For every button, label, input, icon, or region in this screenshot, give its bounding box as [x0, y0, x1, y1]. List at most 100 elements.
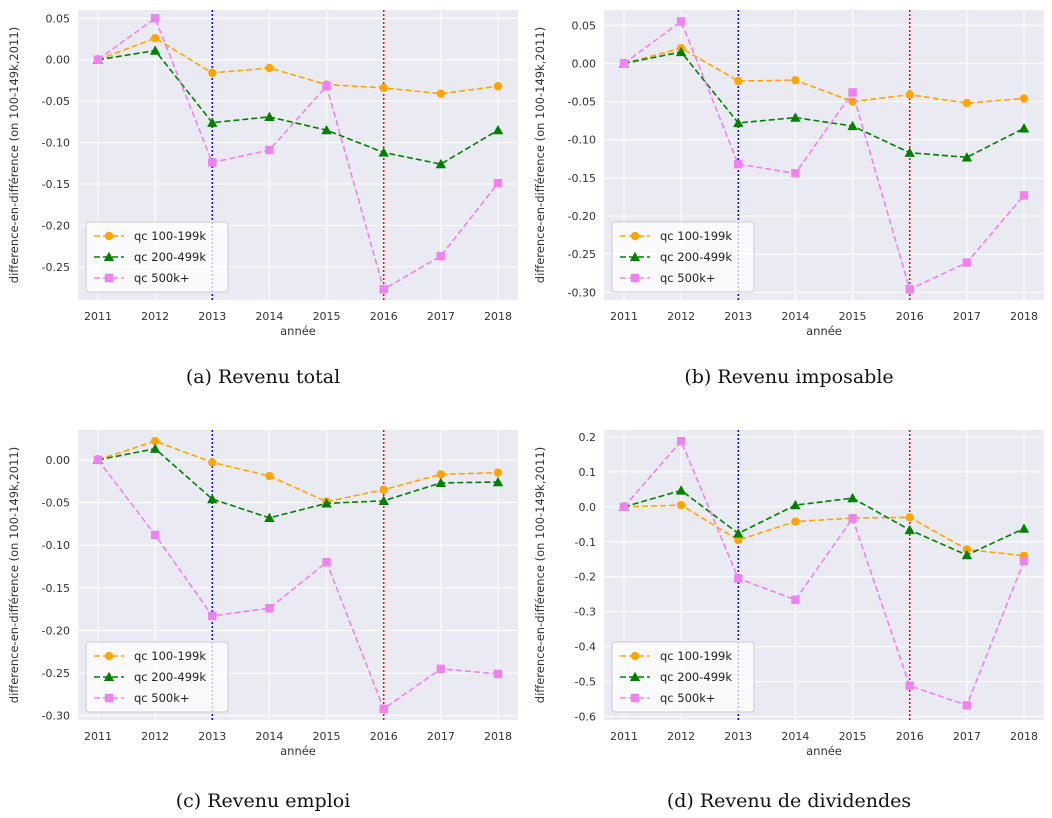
data-point-qc-500k-plus: [676, 436, 686, 446]
y-tick-label: -0.20: [42, 219, 70, 232]
data-point-qc-100-199k: [962, 98, 972, 108]
chart-revenu-total: 0.05 0.00 -0.05 -0.10 -0.15 -0.20 -0.25 2011 201…: [7, 10, 518, 338]
chart-revenu-emploi: 0.00 -0.05 -0.10 -0.15 -0.20 -0.25 -0.30 2011 20…: [7, 430, 518, 758]
legend-marker-qc-100-199k: [104, 231, 114, 241]
legend-marker-qc-100-199k: [104, 651, 114, 661]
y-tick-label: 0.05: [46, 12, 71, 25]
data-point-qc-200-499k: [264, 111, 275, 122]
data-point-qc-500k-plus: [962, 258, 972, 267]
legend-marker-qc-500k-plus: [630, 693, 640, 703]
panel-b: 0.05 0.00 -0.05 -0.10 -0.15 -0.20 -0.25 -0.30 20…: [526, 0, 1052, 338]
y-tick-label: -0.20: [42, 624, 70, 637]
data-point-qc-100-199k: [265, 471, 274, 481]
data-point-qc-100-199k: [265, 63, 274, 73]
data-point-qc-500k-plus: [493, 669, 503, 679]
y-tick-label: -0.3: [575, 606, 596, 619]
legend-marker-qc-100-199k: [630, 651, 640, 661]
x-tick-label: 2011: [84, 310, 112, 323]
y-tick-label: -0.6: [575, 711, 596, 724]
x-tick-label: 2013: [198, 730, 226, 743]
data-point-qc-500k-plus: [791, 595, 800, 605]
data-point-qc-200-499k: [733, 528, 744, 538]
data-point-qc-500k-plus: [265, 145, 274, 155]
data-point-qc-500k-plus: [322, 558, 331, 567]
data-point-qc-500k-plus: [322, 82, 331, 91]
data-point-qc-200-499k: [149, 45, 161, 55]
data-point-qc-200-499k: [847, 120, 858, 131]
series-line-qc-500k-plus: [97, 17, 499, 291]
legend: qc 100-199k qc 200-499k qc 500k+: [611, 641, 755, 713]
x-tick-label: 2016: [896, 730, 924, 743]
data-point-qc-500k-plus: [734, 574, 743, 583]
data-point-qc-100-199k: [734, 76, 743, 86]
legend-label-qc-500k-plus: qc 500k+: [134, 271, 190, 285]
legend-label-qc-200-499k: qc 200-499k: [660, 250, 732, 264]
x-tick-label: 2011: [610, 310, 638, 323]
x-tick-label: 2016: [370, 310, 398, 323]
series-line-qc-500k-plus: [97, 459, 499, 711]
legend-label-qc-500k-plus: qc 500k+: [134, 691, 190, 705]
series-line-qc-200-499k: [623, 489, 1025, 556]
y-tick-label: -0.20: [568, 210, 596, 223]
y-tick-label: -0.15: [568, 172, 596, 185]
caption-b: (b) Revenu imposable: [684, 366, 894, 388]
x-tick-label: 2014: [781, 730, 809, 743]
data-point-qc-500k-plus: [150, 14, 160, 23]
x-axis-label: année: [806, 324, 842, 338]
y-tick-label: -0.10: [42, 539, 70, 552]
data-point-qc-100-199k: [208, 458, 217, 467]
y-tick-label: -0.25: [42, 667, 70, 680]
y-tick-label: 0.0: [579, 501, 597, 514]
y-axis-label: difference-en-différence (on 100-149k,20…: [533, 447, 547, 703]
data-point-qc-500k-plus: [848, 88, 857, 97]
data-point-qc-200-499k: [492, 124, 504, 135]
x-tick-label: 2014: [255, 730, 283, 743]
legend-marker-qc-200-499k: [103, 251, 115, 262]
data-point-qc-500k-plus: [905, 681, 914, 690]
legend-marker-qc-500k-plus: [104, 693, 114, 703]
legend-marker-qc-200-499k: [629, 671, 641, 682]
y-tick-label: -0.15: [42, 178, 70, 191]
legend-box: [85, 221, 229, 293]
data-point-qc-200-499k: [492, 476, 504, 487]
data-point-qc-100-199k: [905, 513, 914, 522]
legend-box: [85, 641, 229, 713]
series-line-qc-100-199k: [623, 504, 1025, 557]
data-point-qc-100-199k: [791, 76, 800, 85]
legend: qc 100-199k qc 200-499k qc 500k+: [85, 641, 229, 713]
y-tick-label: -0.15: [42, 582, 70, 595]
chart-revenu-imposable: 0.05 0.00 -0.05 -0.10 -0.15 -0.20 -0.25 -0.30 20…: [533, 10, 1044, 338]
data-point-qc-500k-plus: [848, 514, 857, 523]
data-point-qc-200-499k: [790, 112, 801, 122]
data-point-qc-500k-plus: [962, 701, 972, 710]
data-point-qc-500k-plus: [208, 611, 217, 621]
data-point-qc-200-499k: [1018, 523, 1030, 533]
data-point-qc-200-499k: [207, 117, 218, 127]
x-tick-label: 2016: [896, 310, 924, 323]
data-point-qc-200-499k: [378, 495, 389, 505]
data-point-qc-200-499k: [1018, 123, 1030, 133]
legend: qc 100-199k qc 200-499k qc 500k+: [85, 221, 229, 293]
data-point-qc-200-499k: [675, 485, 687, 495]
legend-label-qc-500k-plus: qc 500k+: [660, 271, 716, 285]
data-point-qc-200-499k: [961, 549, 973, 560]
data-point-qc-200-499k: [264, 512, 275, 523]
data-point-qc-500k-plus: [676, 17, 686, 26]
x-tick-label: 2015: [839, 310, 867, 323]
legend: qc 100-199k qc 200-499k qc 500k+: [611, 221, 755, 293]
data-point-qc-500k-plus: [493, 178, 503, 188]
x-tick-label: 2012: [667, 310, 695, 323]
x-tick-label: 2017: [953, 730, 981, 743]
caption-d: (d) Revenu de dividendes: [666, 790, 912, 812]
x-tick-label: 2015: [839, 730, 867, 743]
y-tick-label: 0.05: [572, 19, 597, 32]
data-point-qc-500k-plus: [265, 604, 274, 613]
x-tick-label: 2013: [724, 730, 752, 743]
panel-d: 0.2 0.1 0.0 -0.1 -0.2 -0.3 -0.4 -0.5 -0.6 2011 201…: [526, 420, 1052, 758]
data-point-qc-200-499k: [904, 524, 915, 535]
data-point-qc-100-199k: [436, 470, 446, 479]
legend-box: [611, 221, 755, 293]
x-tick-label: 2012: [141, 310, 169, 323]
series-line-qc-200-499k: [623, 51, 1025, 159]
legend-marker-qc-200-499k: [629, 251, 641, 262]
